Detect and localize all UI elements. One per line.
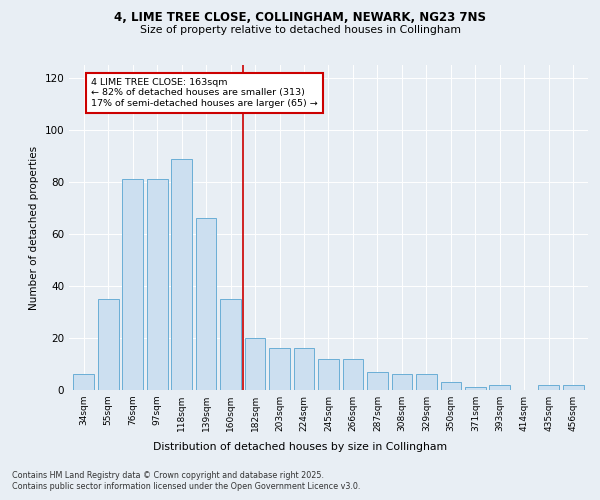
- Bar: [293, 348, 314, 390]
- Bar: [490, 385, 510, 390]
- Bar: [538, 385, 559, 390]
- Text: Size of property relative to detached houses in Collingham: Size of property relative to detached ho…: [139, 25, 461, 35]
- Bar: [98, 299, 119, 390]
- Bar: [440, 382, 461, 390]
- Bar: [318, 359, 339, 390]
- Bar: [343, 359, 364, 390]
- Bar: [73, 374, 94, 390]
- Bar: [563, 385, 584, 390]
- Text: 4 LIME TREE CLOSE: 163sqm
← 82% of detached houses are smaller (313)
17% of semi: 4 LIME TREE CLOSE: 163sqm ← 82% of detac…: [91, 78, 318, 108]
- Bar: [367, 372, 388, 390]
- Text: Contains public sector information licensed under the Open Government Licence v3: Contains public sector information licen…: [12, 482, 361, 491]
- Bar: [465, 388, 486, 390]
- Y-axis label: Number of detached properties: Number of detached properties: [29, 146, 39, 310]
- Text: 4, LIME TREE CLOSE, COLLINGHAM, NEWARK, NG23 7NS: 4, LIME TREE CLOSE, COLLINGHAM, NEWARK, …: [114, 11, 486, 24]
- Bar: [245, 338, 265, 390]
- Bar: [269, 348, 290, 390]
- Bar: [196, 218, 217, 390]
- Bar: [147, 180, 167, 390]
- Text: Distribution of detached houses by size in Collingham: Distribution of detached houses by size …: [153, 442, 447, 452]
- Bar: [122, 180, 143, 390]
- Bar: [416, 374, 437, 390]
- Bar: [392, 374, 412, 390]
- Text: Contains HM Land Registry data © Crown copyright and database right 2025.: Contains HM Land Registry data © Crown c…: [12, 471, 324, 480]
- Bar: [171, 158, 192, 390]
- Bar: [220, 299, 241, 390]
